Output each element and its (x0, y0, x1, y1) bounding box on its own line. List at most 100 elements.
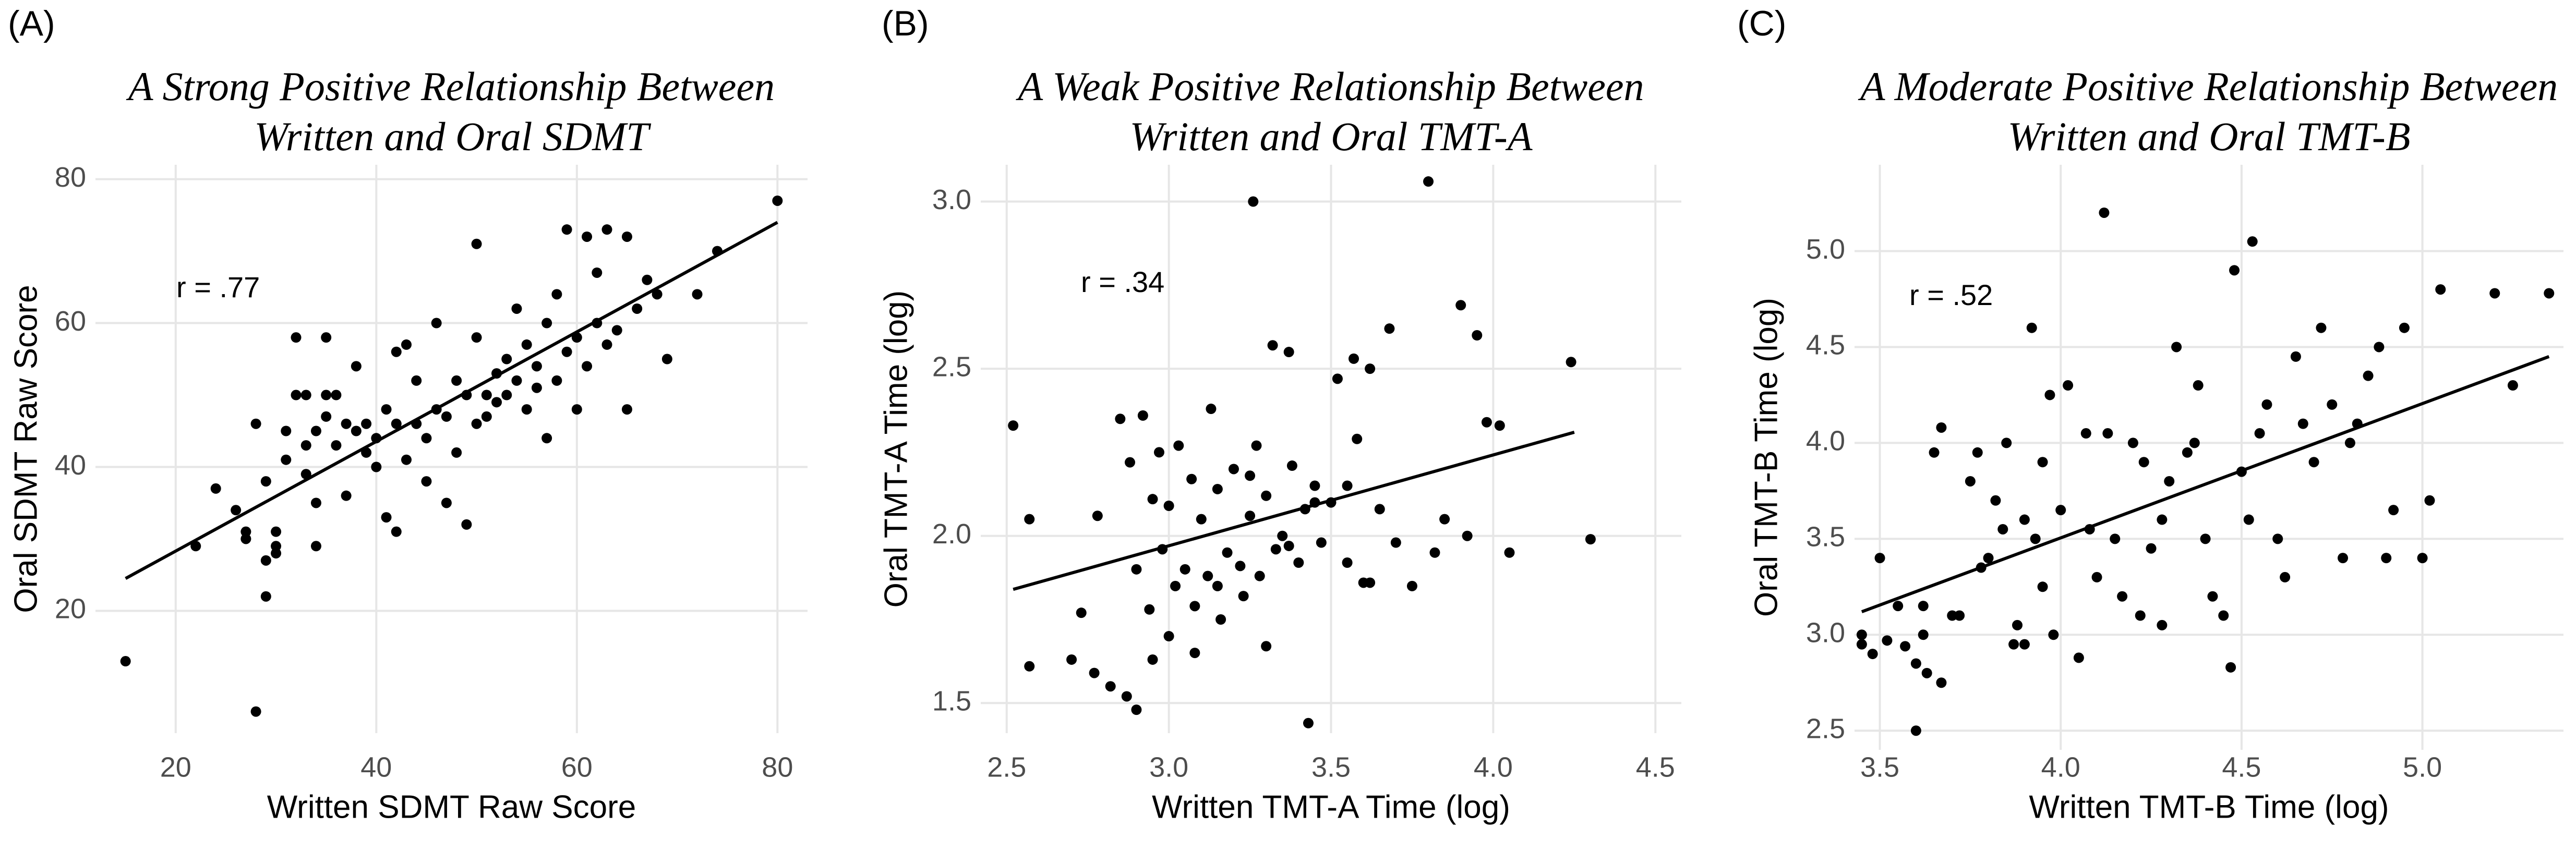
y-tick-label: 3.5 (1806, 521, 1845, 553)
y-tick-label: 5.0 (1806, 234, 1845, 265)
point (2507, 380, 2518, 391)
point (621, 231, 632, 242)
point (391, 346, 402, 357)
point (1293, 557, 1304, 568)
panel: 3.5 4.0 4.5 5.0 2.5 3.0 3.5 4.0 4.5 5.0 (C) A Moder… (1737, 4, 2563, 825)
point (1867, 649, 1878, 660)
point (310, 541, 321, 552)
point (240, 533, 251, 544)
annotation: r = .52 (1909, 278, 1993, 311)
panel-label: (B) (882, 4, 929, 43)
y-tick-label: 2.5 (1806, 713, 1845, 744)
point (1494, 420, 1505, 431)
point (1918, 601, 1929, 612)
point (481, 390, 492, 400)
point (1936, 422, 1947, 433)
point (2193, 380, 2204, 391)
point (2037, 457, 2048, 468)
y-tick-label: 80 (55, 162, 86, 193)
point (2254, 428, 2265, 439)
point (321, 332, 332, 343)
y-tick-label: 2.5 (932, 351, 971, 382)
point (2417, 553, 2428, 564)
point (451, 447, 462, 458)
point (291, 332, 302, 343)
point (1147, 654, 1158, 665)
point (511, 375, 522, 386)
x-tick-label: 3.0 (1149, 751, 1188, 783)
point (2381, 553, 2392, 564)
point (561, 224, 572, 235)
point (2182, 447, 2193, 458)
point (1332, 373, 1343, 384)
point (341, 490, 352, 501)
point (1283, 347, 1294, 358)
point (1170, 580, 1181, 591)
point (300, 440, 311, 451)
point (1105, 681, 1116, 692)
point (1008, 420, 1019, 431)
y-tick-label: 40 (55, 449, 86, 481)
point (2012, 619, 2023, 630)
point (541, 318, 552, 329)
point (361, 418, 372, 429)
point (471, 238, 482, 249)
point (1918, 629, 1929, 640)
point (2229, 265, 2240, 276)
y-tick-label: 3.0 (1806, 617, 1845, 649)
point (1189, 648, 1200, 659)
chart-title: Written and Oral TMT-B (2007, 114, 2410, 159)
point (300, 390, 311, 400)
point (1472, 330, 1483, 341)
point (541, 433, 552, 444)
point (2037, 581, 2048, 592)
y-tick-label: 60 (55, 306, 86, 337)
point (1286, 460, 1297, 471)
point (1504, 547, 1515, 558)
point (1206, 404, 1217, 415)
point (2146, 543, 2157, 554)
point (1374, 504, 1385, 515)
y-axis-title: Oral SDMT Raw Score (8, 285, 44, 613)
point (240, 526, 251, 537)
point (2374, 342, 2385, 352)
point (2297, 418, 2308, 429)
point (2261, 399, 2272, 410)
x-axis-title: Written TMT-B Time (log) (2029, 789, 2389, 825)
point (1309, 480, 1320, 491)
point (2280, 572, 2291, 582)
point (260, 591, 271, 602)
x-tick-label: 3.5 (1860, 751, 1899, 783)
point (1965, 476, 1976, 487)
point (1481, 417, 1492, 428)
chart-title: A Moderate Positive Relationship Between (1858, 64, 2558, 109)
point (271, 548, 282, 559)
point (582, 361, 593, 372)
point (1196, 514, 1207, 525)
x-tick-label: 4.0 (1474, 751, 1513, 783)
point (1173, 440, 1184, 451)
point (2127, 437, 2138, 448)
point (441, 497, 452, 508)
x-tick-label: 4.0 (2041, 751, 2080, 783)
x-tick-label: 3.5 (1311, 751, 1351, 783)
chart-title: A Weak Positive Relationship Between (1015, 64, 1644, 109)
point (321, 411, 332, 422)
point (461, 519, 472, 530)
point (1910, 658, 1921, 669)
point (1429, 547, 1440, 558)
point (120, 656, 131, 667)
point (2171, 342, 2182, 352)
point (2044, 390, 2055, 400)
point (2001, 437, 2012, 448)
point (1352, 433, 1363, 444)
point (501, 390, 512, 400)
point (1235, 561, 1246, 572)
point (441, 411, 452, 422)
point (2272, 533, 2283, 544)
point (2048, 629, 2059, 640)
point (331, 390, 342, 400)
chart-title: Written and Oral TMT-A (1129, 114, 1532, 159)
point (2008, 639, 2019, 650)
point (1384, 323, 1395, 334)
